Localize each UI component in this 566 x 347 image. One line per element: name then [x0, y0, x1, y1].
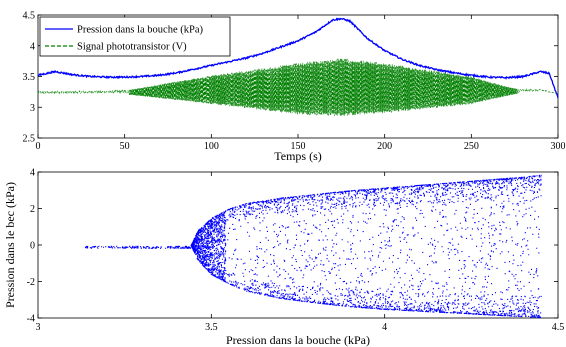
scatter-axes-frame: [37, 171, 559, 319]
x-tick-label: 300: [551, 141, 566, 152]
legend-entry-mouth-pressure: Pression dans la bouche (kPa): [77, 25, 203, 36]
scatter-panel: 3 3.5 4 4.5 -4 -2 0 2 4 Pression dans la bouche …: [3, 168, 564, 347]
x-tick-label: 250: [464, 141, 479, 152]
legend-box: [39, 16, 231, 57]
scatter-y-axis-label: Pression dans le bec (kPa): [3, 182, 17, 308]
time-series-plot-area: [37, 17, 559, 117]
series-phototransistor-signal: [37, 58, 559, 117]
y-tick-label: 3: [30, 103, 35, 114]
x-tick-label: 150: [291, 141, 306, 152]
time-series-ticks: [37, 14, 559, 139]
scatter-y-tick-label: 4: [30, 168, 35, 179]
scatter-y-tick-label: -2: [27, 277, 35, 288]
x-tick-label: 200: [377, 141, 392, 152]
scatter-plot-area: [84, 174, 542, 319]
scatter-y-tick-label: 0: [30, 241, 35, 252]
legend-entry-phototransistor: Signal phototransistor (V): [77, 42, 187, 53]
x-tick-label: 100: [204, 141, 219, 152]
y-tick-label: 2.5: [23, 134, 36, 145]
scatter-y-tick-label: 2: [30, 204, 35, 215]
scatter-points: [84, 174, 542, 319]
x-tick-label: 0: [36, 141, 41, 152]
y-tick-label: 4: [30, 41, 35, 52]
time-series-panel: 0 50 100 150 200 250 300 2.5 3 3.5 4 4.5 Pression d…: [23, 11, 566, 164]
scatter-y-tick-label: -4: [27, 314, 35, 325]
series-mouth-pressure: [37, 17, 559, 99]
scatter-x-tick-label: 3: [36, 322, 41, 333]
y-tick-label: 3.5: [23, 72, 36, 83]
y-tick-label: 4.5: [23, 11, 36, 22]
scatter-x-tick-label: 4.5: [552, 322, 565, 333]
scatter-x-tick-label: 3.5: [205, 322, 218, 333]
x-tick-label: 50: [120, 141, 130, 152]
time-series-tick-labels: 0 50 100 150 200 250 300 2.5 3 3.5 4 4.5: [23, 11, 566, 153]
scatter-x-tick-label: 4: [382, 322, 387, 333]
scatter-tick-labels: 3 3.5 4 4.5 -4 -2 0 2 4: [27, 168, 565, 334]
scatter-x-axis-label: Pression dans la bouche (kPa): [226, 333, 370, 347]
scatter-ticks: [37, 171, 559, 319]
time-series-x-axis-label: Temps (s): [274, 149, 321, 163]
legend: Pression dans la bouche (kPa) Signal pho…: [39, 16, 231, 57]
